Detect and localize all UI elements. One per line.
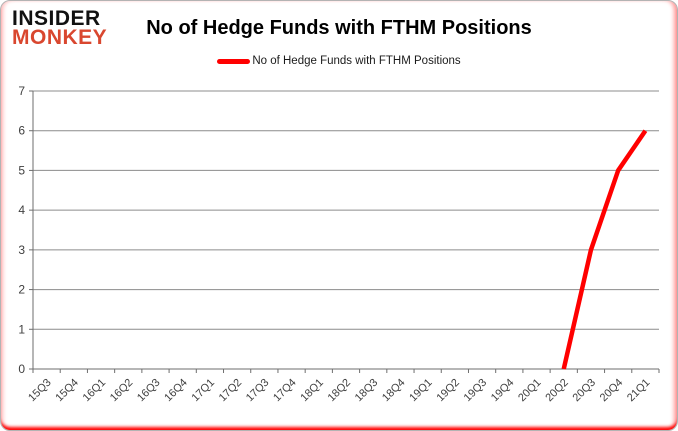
x-axis-label-20Q4: 20Q4 — [598, 377, 626, 405]
x-axis-label-21Q1: 21Q1 — [625, 377, 653, 405]
y-axis-label-2: 2 — [18, 283, 25, 297]
x-axis-label-20Q1: 20Q1 — [516, 377, 544, 405]
x-axis-label-19Q3: 19Q3 — [462, 377, 490, 405]
x-axis-label-19Q4: 19Q4 — [489, 377, 517, 405]
x-axis-label-18Q4: 18Q4 — [380, 377, 408, 405]
y-axis-label-3: 3 — [18, 243, 25, 257]
x-axis-label-16Q1: 16Q1 — [81, 377, 109, 405]
x-axis-label-16Q4: 16Q4 — [162, 377, 190, 405]
logo-text-insider: INSIDER — [12, 7, 101, 30]
y-axis-label-0: 0 — [18, 362, 25, 376]
x-axis-label-18Q1: 18Q1 — [298, 377, 326, 405]
x-axis-label-19Q1: 19Q1 — [407, 377, 435, 405]
x-axis-label-20Q3: 20Q3 — [571, 377, 599, 405]
insider-monkey-logo: INSIDER MONKEY — [12, 7, 108, 49]
logo-text-monkey: MONKEY — [12, 26, 108, 49]
x-axis-label-17Q2: 17Q2 — [217, 377, 245, 405]
legend-line-swatch — [217, 58, 251, 64]
x-axis-label-19Q2: 19Q2 — [434, 377, 462, 405]
x-axis-label-16Q3: 16Q3 — [135, 377, 163, 405]
y-axis-label-5: 5 — [18, 163, 25, 177]
x-axis-label-17Q4: 17Q4 — [271, 377, 299, 405]
legend: No of Hedge Funds with FTHM Positions — [1, 55, 677, 67]
y-axis-label-1: 1 — [18, 322, 25, 336]
x-axis-label-15Q3: 15Q3 — [26, 377, 54, 405]
legend-series-label: No of Hedge Funds with FTHM Positions — [252, 55, 461, 67]
x-axis-label-20Q2: 20Q2 — [543, 377, 571, 405]
x-axis-label-17Q3: 17Q3 — [244, 377, 272, 405]
x-axis-label-16Q2: 16Q2 — [108, 377, 136, 405]
x-axis-label-17Q1: 17Q1 — [190, 377, 218, 405]
series-line-no-of-hedge-funds-with-fthm-positions — [561, 129, 648, 370]
y-axis-label-7: 7 — [18, 84, 25, 98]
x-axis-label-15Q4: 15Q4 — [53, 377, 81, 405]
y-axis-label-6: 6 — [18, 124, 25, 138]
x-axis-label-18Q2: 18Q2 — [326, 377, 354, 405]
y-axis-label-4: 4 — [18, 203, 25, 217]
chart-title: No of Hedge Funds with FTHM Positions — [146, 17, 532, 39]
x-axis-label-18Q3: 18Q3 — [353, 377, 381, 405]
